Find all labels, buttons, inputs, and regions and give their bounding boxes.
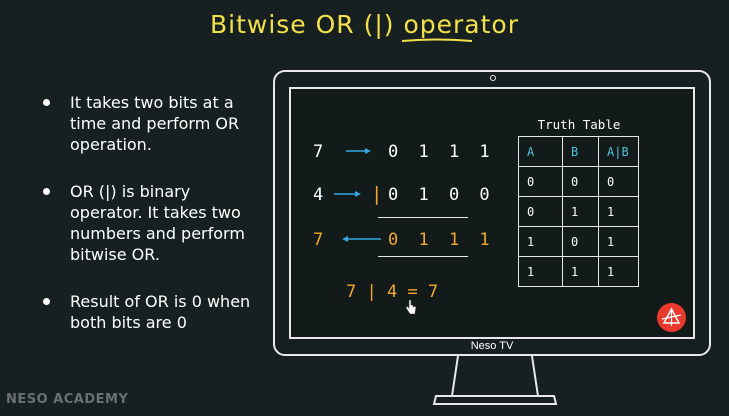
bullet-text: It takes two bits at a time and perform … <box>70 93 240 154</box>
truth-table-title: Truth Table <box>537 117 621 132</box>
result-binary-7: 0 1 1 1 <box>388 230 495 250</box>
table-cell: 1 <box>598 256 639 287</box>
table-row: 1 1 1 <box>518 256 639 287</box>
table-cell: 0 <box>562 166 599 197</box>
sum-line <box>378 217 468 218</box>
title-underline-decoration <box>402 38 472 42</box>
bullet-dot-icon <box>43 188 50 195</box>
arrow-right-icon <box>346 148 371 154</box>
arrow-left-icon <box>342 236 381 242</box>
table-cell: 1 <box>562 256 599 287</box>
header-cell-b: B <box>562 136 599 167</box>
bullet-dot-icon <box>43 99 50 106</box>
operand-binary-4: 0 1 0 0 <box>388 185 495 205</box>
truth-table: A B A|B 0 0 0 0 1 1 1 0 1 1 1 1 <box>518 136 639 287</box>
table-cell: 1 <box>598 196 639 227</box>
header-cell-a: A <box>518 136 563 167</box>
table-cell: 0 <box>562 226 599 257</box>
bullet-text: Result of OR is 0 when both bits are 0 <box>70 292 251 332</box>
webcam-icon <box>490 75 496 81</box>
operand-binary-7: 0 1 1 1 <box>388 142 495 162</box>
monitor-stand <box>432 356 558 405</box>
table-cell: 0 <box>518 196 563 227</box>
table-cell: 1 <box>598 226 639 257</box>
or-operator-symbol: | <box>371 183 383 205</box>
brand-watermark: NESO ACADEMY <box>6 392 129 407</box>
table-cell: 1 <box>518 256 563 287</box>
bullet-item: It takes two bits at a time and perform … <box>40 92 260 155</box>
operand-decimal-7: 7 <box>313 142 324 162</box>
bullet-text: OR (|) is binary operator. It takes two … <box>70 182 245 264</box>
operand-decimal-4: 4 <box>313 185 324 205</box>
table-row: 0 1 1 <box>518 196 639 227</box>
hand-cursor-icon <box>405 299 417 315</box>
table-cell: 1 <box>562 196 599 227</box>
neso-logo-icon <box>657 303 686 332</box>
header-cell-aorb: A|B <box>598 136 639 167</box>
table-cell: 1 <box>518 226 563 257</box>
monitor-frame <box>273 70 711 356</box>
slide-title: Bitwise OR (|) operator <box>209 10 520 39</box>
result-line <box>378 256 468 257</box>
result-decimal-7: 7 <box>313 230 324 250</box>
table-cell: 0 <box>598 166 639 197</box>
bullet-dot-icon <box>43 298 50 305</box>
bullet-item: Result of OR is 0 when both bits are 0 <box>40 291 260 333</box>
bullet-list: It takes two bits at a time and perform … <box>40 92 260 359</box>
table-header-row: A B A|B <box>518 136 639 167</box>
table-row: 1 0 1 <box>518 226 639 257</box>
bullet-item: OR (|) is binary operator. It takes two … <box>40 181 260 265</box>
or-expression: 7 | 4 = 7 <box>346 282 439 302</box>
monitor-brand-label: Neso TV <box>470 340 514 352</box>
arrow-right-icon <box>334 191 361 197</box>
table-cell: 0 <box>518 166 563 197</box>
table-row: 0 0 0 <box>518 166 639 197</box>
